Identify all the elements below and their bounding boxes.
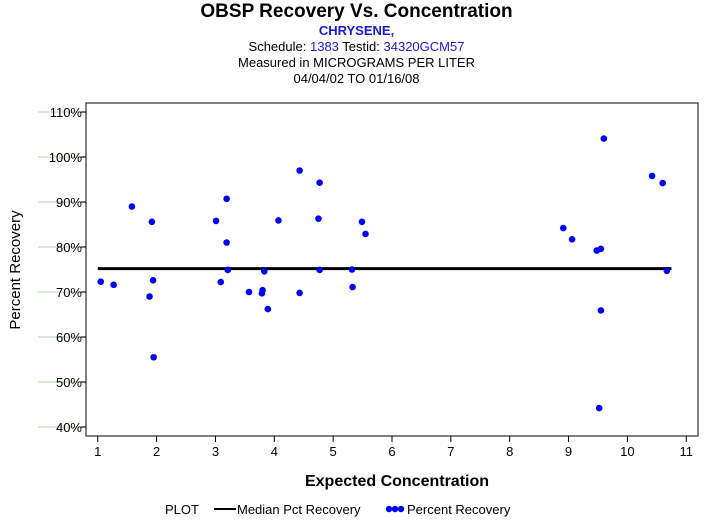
data-point — [128, 203, 136, 210]
x-tick-label: 5 — [330, 444, 337, 459]
data-points — [97, 135, 671, 412]
x-tick-label: 1 — [94, 444, 101, 459]
data-point — [223, 195, 230, 203]
data-point — [110, 281, 117, 289]
data-point — [97, 278, 105, 285]
data-point — [358, 218, 366, 226]
legend-point-dot — [385, 505, 393, 513]
data-point — [224, 266, 232, 274]
data-point — [663, 267, 671, 275]
testid-label: Testid: — [342, 39, 380, 54]
y-tick-label: 50% — [56, 375, 82, 390]
legend-point-dot — [391, 505, 399, 513]
data-point — [348, 266, 356, 273]
data-point — [217, 278, 225, 286]
x-tick-label: 11 — [679, 444, 693, 459]
legend-point-dot — [397, 505, 405, 513]
data-point — [148, 218, 156, 226]
data-point — [149, 277, 157, 284]
testid-value: 34320GCM57 — [383, 39, 465, 54]
data-point — [296, 289, 303, 297]
y-tick-label: 110% — [50, 105, 83, 120]
y-tick-label: 60% — [56, 330, 82, 345]
data-point — [597, 307, 605, 314]
y-tick-label: 70% — [56, 285, 82, 300]
legend: PLOT Median Pct Recovery Percent Recover… — [165, 502, 511, 517]
y-axis-label: Percent Recovery — [7, 210, 24, 330]
data-point — [150, 353, 157, 361]
x-tick-label: 6 — [388, 444, 395, 459]
data-point — [559, 224, 567, 232]
data-point — [597, 245, 605, 253]
data-point — [261, 268, 268, 275]
legend-median-label: Median Pct Recovery — [237, 502, 361, 517]
data-point — [659, 179, 666, 187]
x-tick-label: 9 — [565, 444, 572, 459]
x-tick-label: 4 — [271, 444, 278, 459]
schedule-label: Schedule: — [248, 39, 307, 54]
x-tick-label: 7 — [447, 444, 454, 459]
y-axis-ticks: 40% 50% 60% 70% 80% 90% 100% 110% — [38, 105, 86, 435]
plot-area — [85, 102, 699, 437]
schedule-value: 1383 — [309, 39, 339, 54]
x-tick-label: 2 — [153, 444, 160, 459]
data-point — [568, 236, 576, 243]
data-point — [212, 217, 220, 225]
y-tick-label: 80% — [56, 240, 82, 255]
y-tick-label: 90% — [56, 195, 82, 210]
y-tick-label: 40% — [56, 420, 82, 435]
data-point — [275, 217, 282, 224]
data-point — [315, 215, 322, 222]
chart-subtitle: CHRYSENE, — [318, 23, 395, 38]
x-axis-ticks: 1 2 3 4 5 6 7 8 9 10 11 — [94, 436, 693, 459]
data-point — [595, 404, 603, 412]
x-tick-label: 10 — [620, 444, 634, 459]
data-point — [264, 305, 272, 313]
x-axis-label: Expected Concentration — [305, 473, 489, 490]
data-point — [648, 172, 656, 180]
data-point — [259, 286, 266, 294]
legend-points-swatch — [385, 505, 405, 513]
x-tick-label: 3 — [212, 444, 219, 459]
data-point — [349, 283, 356, 291]
legend-points-label: Percent Recovery — [407, 502, 511, 517]
data-point — [316, 179, 323, 186]
data-point — [316, 266, 323, 274]
data-point — [362, 230, 369, 238]
data-point — [600, 135, 608, 142]
y-tick-label: 100% — [49, 150, 83, 165]
data-point — [296, 167, 303, 174]
x-tick-label: 8 — [506, 444, 513, 459]
units-line: Measured in MICROGRAMS PER LITER — [238, 55, 475, 70]
data-point — [146, 293, 153, 300]
data-point — [223, 239, 230, 246]
schedule-line: Schedule: 1383 Testid: 34320GCM57 — [0, 39, 713, 54]
data-point — [245, 288, 253, 296]
date-range: 04/04/02 TO 01/16/08 — [293, 71, 420, 86]
legend-heading: PLOT — [165, 502, 199, 517]
chart-title: OBSP Recovery Vs. Concentration — [200, 1, 513, 22]
